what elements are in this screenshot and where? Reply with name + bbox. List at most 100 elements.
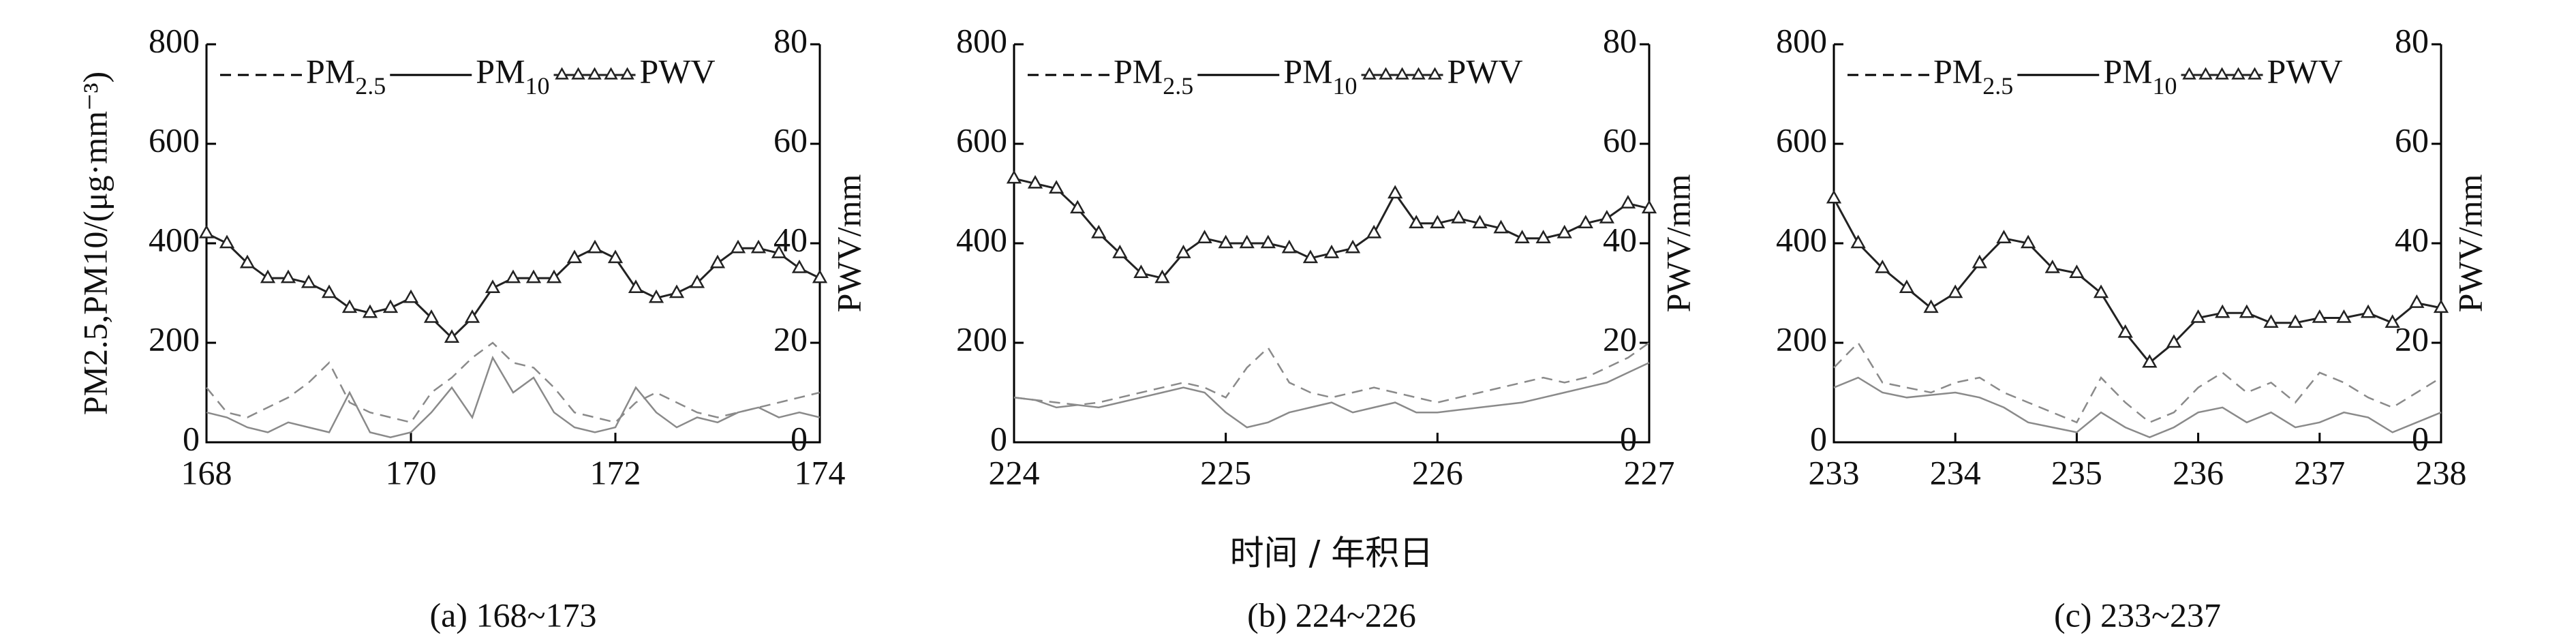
pwv-marker xyxy=(1557,224,1572,239)
pwv-marker xyxy=(1899,279,1915,293)
series-line xyxy=(206,232,821,339)
axis-frame xyxy=(205,44,821,444)
pwv-marker xyxy=(1154,269,1170,283)
pwv-marker xyxy=(2069,264,2085,279)
pwv-marker xyxy=(260,269,276,283)
x-tick-label: 226 xyxy=(1412,453,1463,491)
x-tick-label: 174 xyxy=(795,453,846,491)
y-tick-label: 400 xyxy=(956,220,1007,258)
series-line xyxy=(206,355,821,438)
y2-axis-label: PWV/mm xyxy=(1659,174,1697,313)
pwv-marker xyxy=(628,279,644,293)
pwv-marker xyxy=(812,269,828,283)
pwv-marker xyxy=(2336,309,2352,323)
y-axis-label: PM2.5,PM10/(μg·mm⁻³) xyxy=(76,72,114,415)
y2-axis-label: PWV/mm xyxy=(2451,174,2489,313)
series-line xyxy=(1013,362,1650,429)
pwv-marker xyxy=(1826,189,1842,204)
pwv-marker xyxy=(1875,259,1890,273)
pwv-marker xyxy=(1133,264,1149,279)
pwv-marker xyxy=(1302,249,1319,264)
y2-tick-label: 40 xyxy=(2395,220,2429,258)
pwv-marker xyxy=(1535,230,1551,243)
pwv-marker xyxy=(464,309,480,323)
pwv-marker xyxy=(1620,195,1636,209)
legend-marker xyxy=(1362,67,1377,80)
x-tick-label: 237 xyxy=(2294,453,2345,491)
pwv-marker xyxy=(2409,294,2425,308)
pwv-marker xyxy=(546,269,562,283)
legend-label: PM2.5 xyxy=(1114,52,1193,99)
y-tick-label: 400 xyxy=(1776,220,1827,258)
pwv-marker xyxy=(1578,215,1593,229)
y2-tick-label: 20 xyxy=(773,320,808,358)
pwv-marker xyxy=(525,269,542,283)
pwv-marker xyxy=(239,254,256,269)
pwv-marker xyxy=(1493,219,1509,234)
y-tick-label: 200 xyxy=(149,320,200,358)
x-tick-label: 234 xyxy=(1930,453,1981,491)
legend-marker xyxy=(1428,67,1442,80)
pwv-marker xyxy=(1281,239,1298,254)
y2-tick-label: 0 xyxy=(1620,419,1637,457)
pwv-marker xyxy=(2239,304,2255,318)
pwv-marker xyxy=(1430,215,1445,229)
y-tick-label: 600 xyxy=(956,121,1007,159)
legend-marker xyxy=(2182,67,2196,80)
pwv-marker xyxy=(403,289,419,303)
pwv-marker xyxy=(2312,309,2327,323)
pwv-marker xyxy=(2020,234,2036,249)
pwv-marker xyxy=(2117,324,2133,338)
pwv-marker xyxy=(1472,215,1488,229)
y-tick-label: 800 xyxy=(1776,21,1827,59)
y2-tick-label: 20 xyxy=(1603,320,1637,358)
pwv-marker xyxy=(587,239,603,254)
panel-caption: (a) 168~173 xyxy=(429,596,596,634)
y2-tick-label: 0 xyxy=(791,419,808,457)
pwv-marker xyxy=(280,269,296,283)
pwv-marker xyxy=(648,289,664,303)
series-line xyxy=(1833,198,2442,365)
pwv-marker xyxy=(2215,304,2230,318)
pwv-marker xyxy=(198,224,215,239)
pwv-marker xyxy=(1409,215,1424,229)
y2-tick-label: 80 xyxy=(773,21,808,59)
y-tick-label: 0 xyxy=(183,419,200,457)
pwv-marker xyxy=(2142,354,2158,368)
pwv-marker xyxy=(566,249,583,264)
pwv-marker xyxy=(505,269,521,283)
series-line xyxy=(1013,177,1650,279)
pwv-marker xyxy=(1091,224,1107,239)
pwv-marker xyxy=(1176,245,1191,258)
x-tick-label: 168 xyxy=(181,453,232,491)
pwv-marker xyxy=(709,254,726,269)
legend-label: PWV xyxy=(640,52,716,90)
pwv-marker xyxy=(2263,314,2279,328)
x-tick-label: 235 xyxy=(2051,453,2102,491)
legend-marker xyxy=(604,67,618,80)
pwv-marker xyxy=(2044,259,2060,273)
pwv-marker xyxy=(2385,314,2400,328)
axis-frame xyxy=(1833,44,2442,444)
y-tick-label: 800 xyxy=(149,21,200,59)
y2-tick-label: 60 xyxy=(773,121,808,159)
legend-marker xyxy=(571,67,585,80)
pwv-marker xyxy=(771,245,787,258)
legend-label: PWV xyxy=(2267,52,2343,90)
pwv-marker xyxy=(362,304,378,318)
pwv-marker xyxy=(1923,299,1939,313)
series-line xyxy=(1013,341,1650,406)
pwv-marker xyxy=(1850,234,1866,249)
x-tick-label: 170 xyxy=(386,453,437,491)
pwv-marker xyxy=(750,239,767,254)
y2-tick-label: 60 xyxy=(2395,121,2429,159)
pwv-marker xyxy=(2093,284,2109,298)
pwv-marker xyxy=(219,234,235,249)
pwv-marker xyxy=(382,299,399,313)
pwv-marker xyxy=(669,284,685,298)
y-tick-label: 800 xyxy=(956,21,1007,59)
pwv-marker xyxy=(1218,234,1233,249)
y2-tick-label: 80 xyxy=(2395,21,2429,59)
pwv-marker xyxy=(1260,234,1276,249)
series-line xyxy=(206,341,821,424)
